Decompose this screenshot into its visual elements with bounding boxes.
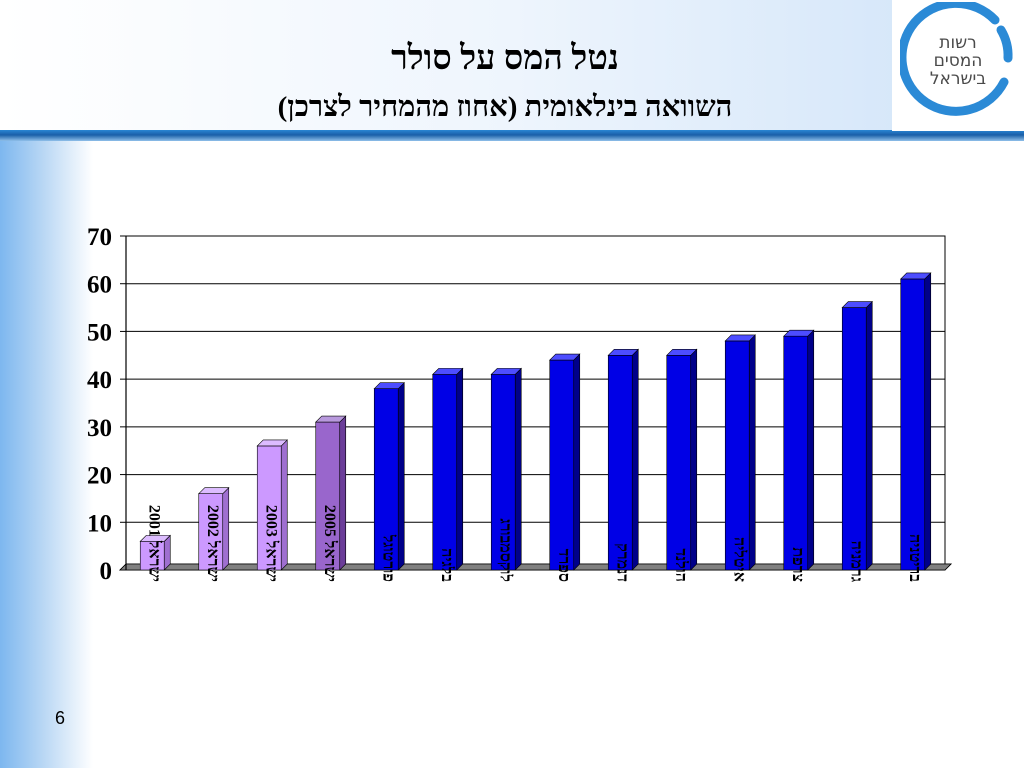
- y-tick-label: 30: [87, 415, 112, 442]
- header-divider: [0, 130, 1024, 141]
- x-category-label: בלגיה: [438, 548, 456, 582]
- logo-text-line: בישראל: [929, 69, 987, 89]
- x-category-label: איטליה: [730, 537, 748, 582]
- bar-top: [549, 353, 581, 361]
- bar-top: [607, 348, 639, 356]
- bar-top: [256, 439, 288, 447]
- bar-top: [315, 415, 347, 423]
- bar: [900, 278, 926, 571]
- bar-side: [222, 486, 230, 571]
- slide-subtitle: השוואה בינלאומית (אחוז מהמחיר לצרכן): [277, 91, 733, 123]
- x-category-label: הולנד: [672, 548, 690, 582]
- bar-top: [490, 368, 522, 375]
- x-category-label: ישראל 2003: [262, 505, 280, 582]
- bar-side: [339, 415, 347, 571]
- bar-side: [865, 300, 873, 571]
- x-category-label: לוקסמבורג: [496, 518, 514, 582]
- plot-area: [125, 235, 946, 571]
- x-category-label: גרמניה: [847, 541, 864, 582]
- x-category-label: בריטניה: [906, 534, 923, 582]
- x-category-label: ישראל 2005: [321, 505, 339, 582]
- bar: [724, 340, 750, 571]
- bar: [841, 307, 867, 571]
- bar-top: [783, 329, 815, 337]
- bar-side: [456, 367, 464, 571]
- bar-top: [198, 487, 230, 494]
- bar-top: [724, 334, 756, 342]
- y-tick-label: 60: [87, 272, 112, 299]
- bar-side: [690, 348, 698, 571]
- x-category-label: ספרד: [555, 549, 572, 582]
- bar-top: [373, 382, 405, 389]
- y-tick-label: 0: [100, 558, 113, 585]
- chart-floor-edge: [119, 563, 952, 571]
- logo-text: רשות המסים בישראל: [912, 34, 1004, 88]
- tax-authority-logo: רשות המסים בישראל: [892, 0, 1024, 131]
- bar-side: [573, 353, 581, 571]
- bar: [783, 335, 809, 571]
- slide-title: נטל המס על סולר: [391, 40, 619, 77]
- header-background: [0, 0, 1024, 135]
- bar: [432, 374, 458, 571]
- logo-ring-icon: [900, 2, 1013, 116]
- y-tick-label: 50: [87, 319, 112, 346]
- y-tick-label: 70: [87, 224, 112, 251]
- bar-top: [139, 535, 171, 542]
- logo-text-line: המסים: [933, 51, 983, 71]
- bar: [607, 354, 633, 571]
- bar-top: [900, 272, 932, 280]
- x-category-label: צרפת: [789, 547, 806, 582]
- bar-side: [631, 348, 639, 571]
- bar: [373, 388, 399, 571]
- bar-top: [432, 368, 464, 375]
- x-category-label: ישראל 2002: [204, 505, 222, 582]
- y-tick-label: 40: [87, 367, 112, 394]
- bar-side: [514, 367, 522, 571]
- x-category-label: פורטוגל: [379, 534, 397, 582]
- bar: [666, 354, 692, 571]
- page-number: 6: [55, 708, 66, 728]
- bar-side: [280, 439, 288, 571]
- bar-side: [924, 272, 932, 571]
- bar: [490, 374, 516, 571]
- y-tick-label: 10: [87, 510, 112, 537]
- y-tick-label: 20: [87, 463, 112, 490]
- x-category-label: ישראל 2001: [145, 505, 163, 582]
- x-category-label: דנמרק: [613, 543, 630, 582]
- bar-side: [748, 334, 756, 571]
- bar-side: [397, 381, 405, 571]
- bar: [256, 445, 282, 571]
- left-gradient-bar: [0, 141, 93, 768]
- bar-top: [666, 348, 698, 356]
- bar-side: [807, 329, 815, 571]
- bar: [198, 493, 224, 571]
- bar: [549, 359, 575, 571]
- logo-text-line: רשות: [939, 33, 977, 53]
- bar-top: [841, 301, 873, 308]
